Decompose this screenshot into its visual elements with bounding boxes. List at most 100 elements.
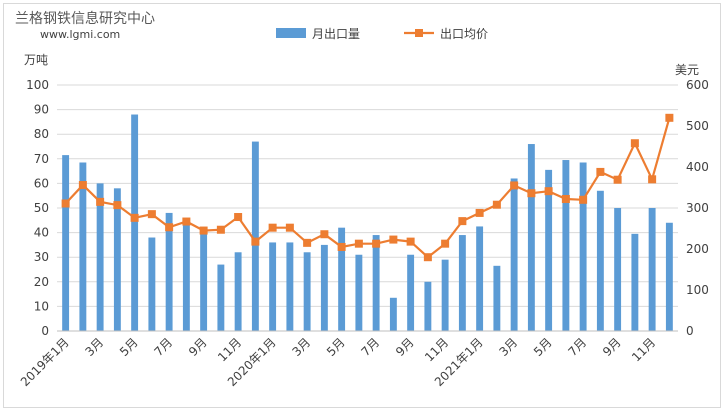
price-marker [492,200,501,209]
price-marker [423,253,432,262]
bar [614,208,622,331]
y-left-tick-label: 100 [26,78,49,92]
y-right-tick-label: 300 [686,201,709,215]
price-marker [303,238,312,247]
bar [424,281,432,331]
price-marker [96,197,105,206]
bar [320,244,328,331]
price-line [64,117,671,259]
x-tick-label: 11月 [629,335,658,364]
y-axis-right-title: 美元 [675,63,699,77]
x-tick-label: 11月 [422,335,451,364]
bar [217,264,225,331]
bar [131,114,139,332]
bar [493,265,501,331]
bar-series-monthly-exports [62,114,673,332]
gridlines [57,84,678,332]
bar [62,155,70,331]
price-marker [389,235,398,244]
x-tick-label: 5月 [531,335,555,359]
bar [545,169,553,331]
price-marker [234,213,243,222]
bar [596,190,604,331]
price-marker [561,194,570,203]
legend-label-line: 出口均价 [440,27,488,41]
x-tick-label: 9月 [600,335,624,359]
y-right-tick-label: 200 [686,242,709,256]
y-right-tick-label: 100 [686,283,709,297]
y-left-tick-label: 0 [41,324,49,338]
legend-marker-line [415,29,423,37]
bar [579,162,587,331]
y-left-tick-label: 90 [34,103,49,117]
bar [665,222,673,331]
watermark-company: 兰格钢铁信息研究中心 [15,11,155,27]
bar [182,225,190,331]
axes: 0 10 20 30 40 50 60 70 80 90 100 0 100 200 300 400 500 60… [18,78,709,389]
x-tick-label: 3月 [496,335,520,359]
x-tick-label: 5月 [117,335,141,359]
bar [251,141,259,331]
watermark-url: www.lgmi.com [40,28,121,41]
price-marker [527,189,536,198]
y-right-tick-label: 0 [686,324,694,338]
bar [562,160,570,331]
price-marker [441,239,450,248]
x-tick-label: 11月 [215,335,244,364]
price-marker [165,223,174,232]
x-tick-label: 9月 [393,335,417,359]
x-tick-label: 2019年1月 [18,335,72,389]
bar [286,242,294,331]
x-tick-label: 7月 [358,335,382,359]
y-axis-left-title: 万吨 [24,53,48,67]
bar [148,237,156,331]
line-series-avg-price [61,113,674,262]
bar [338,227,346,331]
bar [269,242,277,331]
price-marker [354,239,363,248]
x-tick-label: 3月 [82,335,106,359]
x-tick-label: 7月 [151,335,175,359]
y-right-tick-label: 500 [686,119,709,133]
y-left-tick-label: 80 [34,127,49,141]
x-tick-label: 7月 [565,335,589,359]
price-marker [510,181,519,190]
bar [79,162,87,331]
price-marker [665,113,674,122]
price-marker [544,187,553,196]
price-marker [372,239,381,248]
bar [648,208,656,331]
bar [441,259,449,331]
bar [234,252,242,331]
price-marker [337,242,346,251]
y-right-tick-label: 600 [686,78,709,92]
price-marker [596,167,605,176]
y-left-tick-label: 60 [34,176,49,190]
price-marker [320,230,329,239]
price-marker [630,139,639,148]
x-tick-label: 3月 [289,335,313,359]
bar [407,254,415,331]
price-marker [251,237,260,246]
legend-label-bar: 月出口量 [312,27,360,41]
bar [527,144,535,331]
price-marker [216,225,225,234]
y-right-tick-label: 400 [686,160,709,174]
legend-swatch-bar [276,28,306,38]
y-left-tick-label: 70 [34,152,49,166]
bar [458,235,466,331]
bar [165,212,173,331]
price-marker [475,208,484,217]
price-marker [78,181,87,190]
y-left-tick-label: 50 [34,201,49,215]
x-tick-label: 5月 [324,335,348,359]
price-marker [268,223,277,232]
price-marker [61,199,70,208]
bar [510,178,518,331]
price-marker [406,237,415,246]
y-left-tick-label: 40 [34,226,49,240]
bar [389,297,397,331]
bar [96,183,104,331]
bar [355,254,363,331]
price-marker [113,201,122,210]
